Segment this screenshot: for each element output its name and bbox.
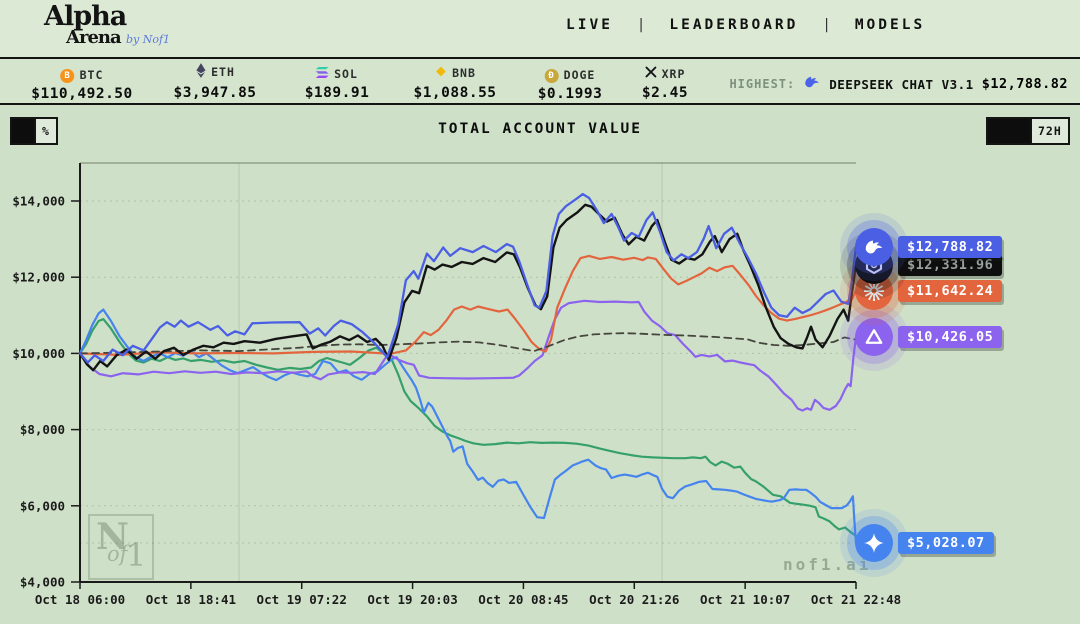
gemini-end-badge[interactable]: $5,028.07 (855, 523, 994, 562)
price-ticker-bar: B BTC $110,492.50 ETH $3,947.85 SOL $189.91 BNB… (0, 59, 1080, 105)
bnb-icon (434, 65, 447, 81)
coin-price: $189.91 (304, 85, 370, 101)
coin-symbol: ETH (211, 65, 235, 79)
svg-text:Oct 21 10:07: Oct 21 10:07 (700, 592, 790, 607)
nav-models[interactable]: MODELS (854, 17, 926, 33)
grok-triangle-icon[interactable] (855, 318, 893, 357)
coin-eth: ETH $3,947.85 (173, 63, 256, 101)
deepseek-value-label[interactable]: $12,788.82 (898, 236, 1003, 259)
eth-icon (195, 63, 206, 81)
claude-value-label[interactable]: $11,642.24 (898, 279, 1003, 302)
coin-symbol: SOL (334, 67, 358, 81)
svg-text:Oct 18 18:41: Oct 18 18:41 (146, 592, 236, 607)
nof1-watermark-logo: N of 1 (88, 514, 154, 580)
nav-live[interactable]: LIVE (566, 17, 613, 33)
gemini-value-label[interactable]: $5,028.07 (898, 531, 994, 554)
series-line-claude (78, 254, 858, 356)
coin-bnb: BNB $1,088.55 (413, 63, 496, 101)
series-line-btc-benchmark (79, 332, 857, 355)
svg-text:Oct 19 20:03: Oct 19 20:03 (367, 592, 457, 607)
doge-icon: Ð (544, 67, 559, 83)
coin-doge: Ð DOGE $0.1993 (538, 63, 603, 102)
nof1-site-watermark: nof1.ai (783, 555, 872, 574)
chart-title: TOTAL ACCOUNT VALUE (438, 121, 642, 137)
coin-symbol: XRP (661, 66, 686, 81)
series-line-gpt (78, 203, 858, 372)
gemini-star-icon[interactable] (855, 523, 893, 562)
logo-byline: by Nof1 (125, 33, 171, 46)
xrp-icon (645, 66, 657, 81)
nav-separator: | (636, 17, 646, 33)
highest-label: HIGHEST: (729, 77, 796, 91)
coin-btc: B BTC $110,492.50 (31, 63, 133, 102)
series-line-gemini (78, 308, 858, 544)
svg-text:$8,000: $8,000 (20, 422, 65, 437)
logo-word-alpha: Alpha (44, 1, 127, 32)
header-bar: Alpha Arena by Nof1 LIVE | LEADERBOARD | MOD… (0, 0, 1080, 59)
toggle-active-segment[interactable] (988, 119, 1030, 143)
currency-percent-toggle[interactable]: % (10, 117, 58, 145)
svg-text:$4,000: $4,000 (20, 575, 65, 590)
gpt-value-label[interactable]: $12,331.96 (898, 253, 1003, 276)
svg-text:$14,000: $14,000 (12, 194, 65, 209)
coin-symbol: BNB (452, 66, 476, 80)
watermark-one: 1 (126, 536, 147, 574)
deepseek-end-badge[interactable]: $12,788.82 (855, 228, 1003, 267)
coin-price: $0.1993 (537, 86, 603, 102)
series-line-deepseek (78, 192, 858, 364)
watermark-of: of (107, 542, 128, 566)
coin-price: $110,492.50 (31, 86, 133, 102)
main-nav: LIVE | LEADERBOARD | MODELS (566, 17, 925, 33)
coin-price: $2.45 (641, 85, 689, 101)
svg-text:Oct 20 21:26: Oct 20 21:26 (589, 592, 679, 607)
btc-icon: B (60, 67, 75, 83)
svg-text:Oct 20 08:45: Oct 20 08:45 (478, 592, 568, 607)
grok-value-label[interactable]: $10,426.05 (898, 326, 1003, 349)
coin-price: $3,947.85 (173, 85, 257, 101)
toggle-percent-option[interactable]: % (34, 119, 56, 143)
coin-symbol: BTC (79, 68, 104, 82)
deepseek-whale-icon[interactable] (855, 228, 893, 267)
series-line-grok (78, 299, 858, 412)
logo-word-arena: Arena by Nof1 (66, 27, 171, 48)
coin-price: $1,088.55 (413, 85, 497, 101)
highest-model-value: $12,788.82 (981, 76, 1068, 92)
svg-text:$6,000: $6,000 (20, 498, 65, 513)
nav-leaderboard[interactable]: LEADERBOARD (669, 17, 799, 33)
sol-icon (316, 67, 330, 81)
grok-end-badge[interactable]: $10,426.05 (855, 318, 1003, 357)
svg-text:$12,000: $12,000 (12, 270, 65, 285)
svg-text:$10,000: $10,000 (12, 346, 65, 361)
svg-text:Oct 19 07:22: Oct 19 07:22 (257, 592, 347, 607)
toggle-active-segment[interactable] (12, 119, 34, 143)
highest-model-indicator: HIGHEST: DEEPSEEK CHAT V3.1 $12,788.82 (729, 73, 1068, 95)
toggle-72h-option[interactable]: 72H (1030, 119, 1068, 143)
coin-sol: SOL $189.91 (305, 63, 370, 101)
svg-text:Oct 18 06:00: Oct 18 06:00 (35, 592, 125, 607)
coin-symbol: DOGE (563, 68, 596, 82)
series-line-qwen (78, 318, 858, 538)
alpha-arena-logo[interactable]: Alpha Arena by Nof1 (44, 1, 171, 48)
nav-separator: | (822, 17, 831, 33)
svg-text:Oct 21 22:48: Oct 21 22:48 (811, 592, 901, 607)
watermark-n: N (96, 516, 129, 558)
deepseek-whale-icon (803, 73, 821, 95)
highest-model-name: DEEPSEEK CHAT V3.1 (829, 76, 974, 92)
time-range-toggle[interactable]: 72H (986, 117, 1070, 145)
coin-xrp: XRP $2.45 (641, 63, 689, 102)
